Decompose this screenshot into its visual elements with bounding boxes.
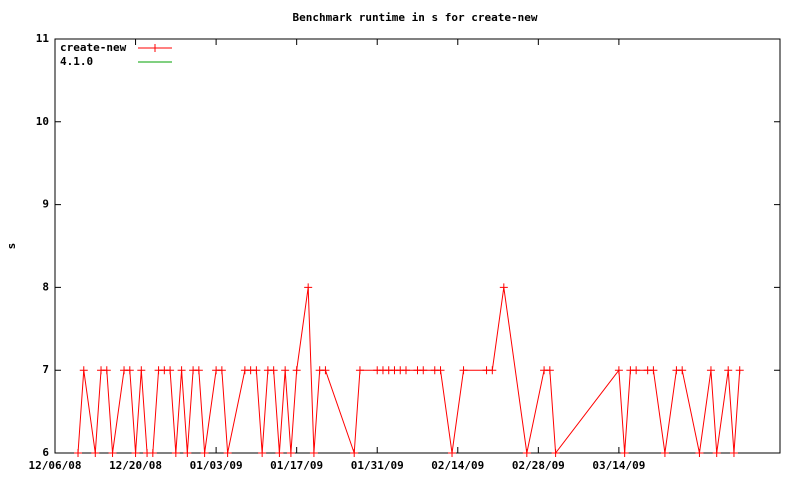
point-marker <box>459 366 468 375</box>
x-tick-label: 02/14/09 <box>431 459 484 472</box>
point-marker <box>309 449 318 457</box>
point-marker <box>74 449 83 457</box>
point-marker <box>275 449 284 457</box>
point-marker <box>286 449 295 457</box>
point-marker <box>660 449 669 457</box>
point-marker <box>632 366 641 375</box>
point-marker <box>706 366 715 375</box>
point-marker <box>678 366 687 375</box>
point-marker <box>724 366 733 375</box>
point-marker <box>614 366 623 375</box>
point-marker <box>194 366 203 375</box>
y-tick-label: 7 <box>42 363 49 376</box>
point-marker <box>125 366 134 375</box>
x-tick-label: 12/20/08 <box>109 459 162 472</box>
point-marker <box>177 366 186 375</box>
x-tick-label: 12/06/08 <box>29 459 82 472</box>
point-marker <box>108 449 117 457</box>
point-marker <box>269 366 278 375</box>
x-tick-label: 03/14/09 <box>592 459 645 472</box>
point-marker <box>729 449 738 457</box>
legend-label: 4.1.0 <box>60 55 93 68</box>
point-marker <box>171 449 180 457</box>
point-marker <box>551 449 560 457</box>
point-marker <box>488 366 497 375</box>
point-marker <box>292 366 301 375</box>
point-marker <box>448 449 457 457</box>
y-tick-label: 6 <box>42 446 49 459</box>
point-marker <box>166 366 175 375</box>
y-tick-label: 11 <box>36 32 50 45</box>
point-marker <box>419 366 428 375</box>
point-marker <box>258 449 267 457</box>
point-marker <box>281 366 290 375</box>
x-tick-label: 01/17/09 <box>270 459 323 472</box>
point-marker <box>321 366 330 375</box>
point-marker <box>217 366 226 375</box>
y-tick-label: 10 <box>36 115 49 128</box>
x-tick-label: 01/03/09 <box>190 459 243 472</box>
y-tick-label: 8 <box>42 280 49 293</box>
point-marker <box>200 449 209 457</box>
point-marker <box>131 449 140 457</box>
chart-title: Benchmark runtime in s for create-new <box>292 11 537 24</box>
point-marker <box>436 366 445 375</box>
point-marker <box>620 449 629 457</box>
point-marker <box>91 449 100 457</box>
y-axis-label: s <box>5 243 18 250</box>
legend-label: create-new <box>60 41 127 54</box>
point-marker <box>401 366 410 375</box>
point-marker <box>252 366 261 375</box>
point-marker <box>355 366 364 375</box>
point-marker <box>223 449 232 457</box>
point-marker <box>350 449 359 457</box>
x-tick-label: 02/28/09 <box>512 459 565 472</box>
point-marker <box>137 366 146 375</box>
legend-marker <box>151 44 159 52</box>
point-marker <box>522 449 531 457</box>
point-marker <box>304 283 313 292</box>
y-tick-label: 9 <box>42 198 49 211</box>
point-marker <box>735 366 744 375</box>
point-marker <box>499 283 508 292</box>
point-marker <box>712 449 721 457</box>
point-marker <box>545 366 554 375</box>
point-marker <box>102 366 111 375</box>
point-marker <box>695 449 704 457</box>
point-marker <box>79 366 88 375</box>
point-marker <box>183 449 192 457</box>
point-marker <box>148 449 157 457</box>
plot-border <box>54 38 781 454</box>
x-tick-label: 01/31/09 <box>351 459 404 472</box>
point-marker <box>649 366 658 375</box>
